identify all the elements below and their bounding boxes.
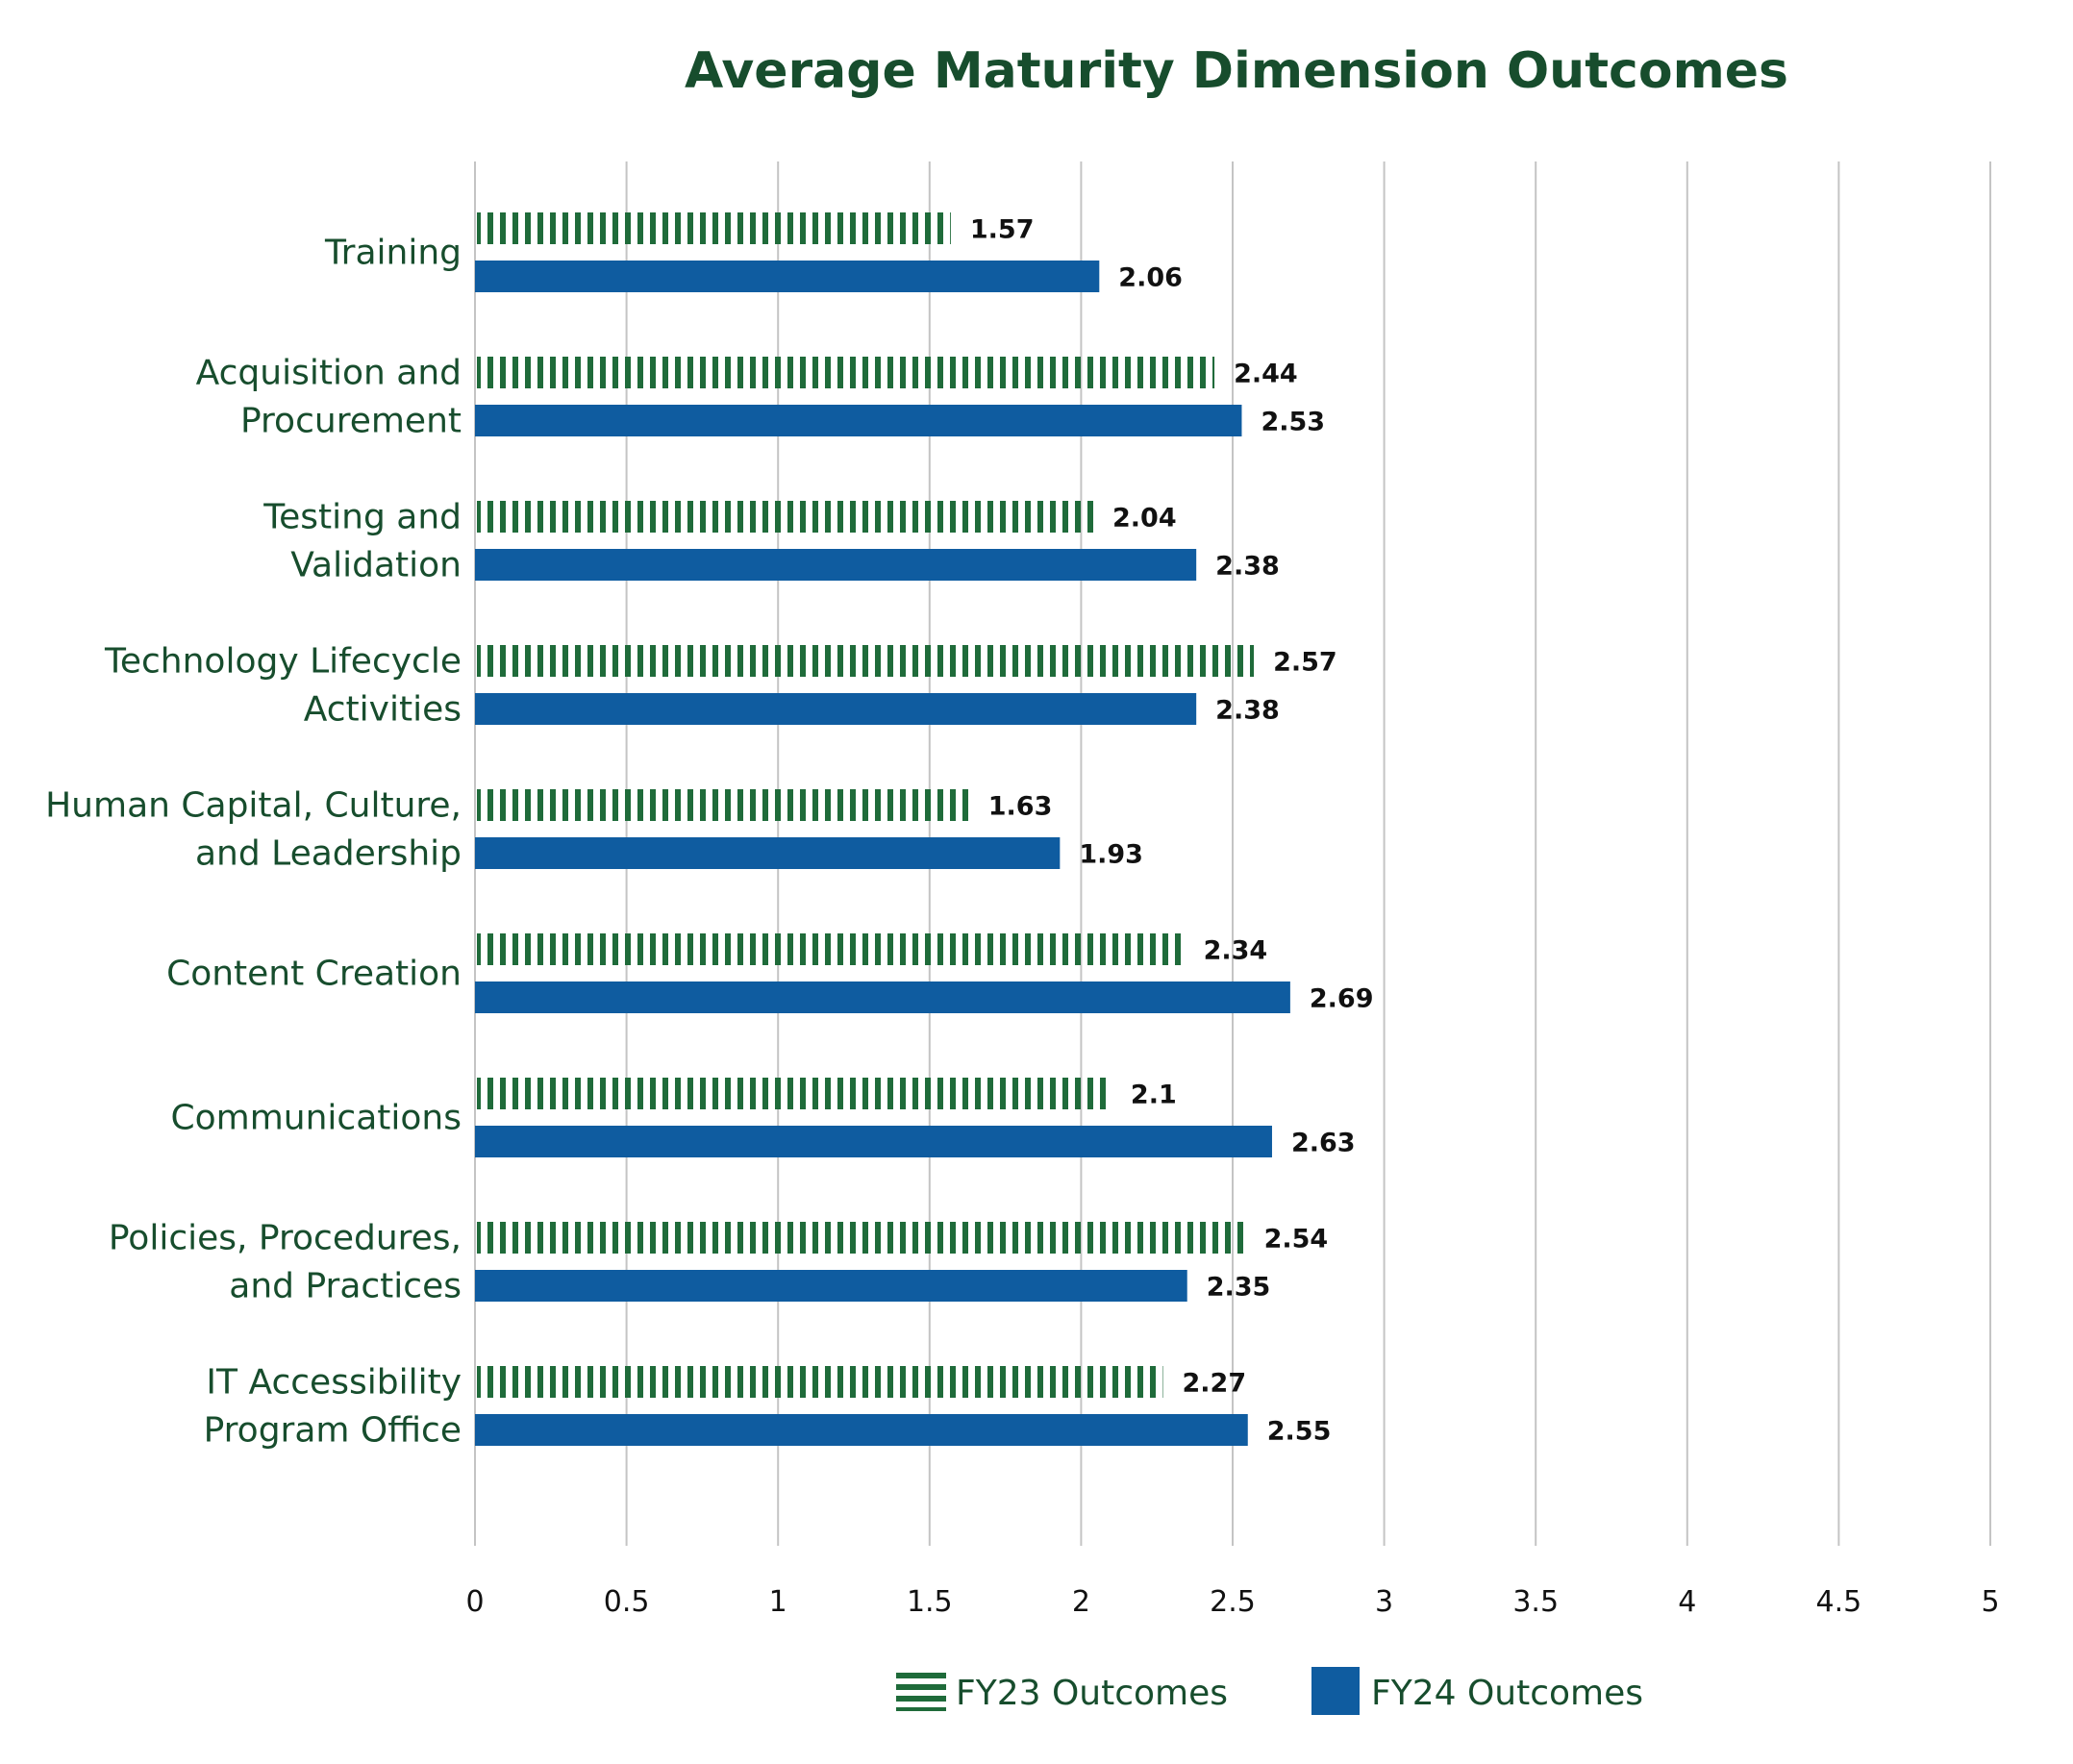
category-label: Testing and [262,498,462,537]
bar-fy23 [477,933,1185,965]
bar-fy23 [477,1366,1163,1398]
value-label-fy23: 1.57 [970,215,1035,245]
value-label-fy23: 2.1 [1131,1081,1177,1110]
value-label-fy24: 2.63 [1291,1129,1356,1158]
x-tick-label: 3 [1375,1585,1393,1619]
value-labels: 1.57 2.06 2.44 2.53 2.04 2.38 2.57 2.38 1.63 1.93… [970,215,1374,1447]
legend-swatch-fy24 [1311,1667,1360,1715]
category-labels: Training Acquisition and Procurement Testin… [45,234,462,1451]
bar-fy23 [477,1222,1245,1254]
category-label: Human Capital, Culture, [45,786,462,826]
value-label-fy23: 2.27 [1183,1369,1247,1399]
x-tick-label: 3.5 [1512,1585,1559,1619]
chart-title: Average Maturity Dimension Outcomes [684,42,1789,100]
legend-swatch-fy23 [896,1673,946,1711]
category-label: Acquisition and [196,354,462,393]
value-label-fy24: 2.69 [1310,984,1374,1014]
category-label: Technology Lifecycle [104,642,462,682]
category-label: Procurement [240,402,462,441]
bar-fy24 [475,405,1242,436]
x-tick-label: 1 [769,1585,787,1619]
bar-fy24 [475,1270,1187,1302]
value-label-fy23: 2.34 [1204,936,1268,966]
bar-fy24 [475,837,1061,869]
value-label-fy23: 2.44 [1234,360,1298,389]
category-label: and Practices [229,1267,462,1306]
value-label-fy24: 1.93 [1079,840,1143,870]
bar-fy24 [475,549,1197,581]
x-tick-label: 4 [1678,1585,1696,1619]
category-label: Content Creation [166,955,462,994]
x-tick-label: 1.5 [907,1585,953,1619]
category-label: Training [324,234,462,273]
x-tick-label: 0.5 [604,1585,650,1619]
legend-label-fy23: FY23 Outcomes [956,1674,1228,1713]
value-label-fy23: 2.54 [1264,1225,1329,1255]
category-label: Program Office [204,1411,462,1451]
value-label-fy24: 2.38 [1215,696,1280,726]
value-label-fy24: 2.53 [1261,408,1325,437]
category-label: Validation [290,546,462,585]
category-label: Policies, Procedures, [109,1219,462,1258]
category-label: IT Accessibility [206,1363,462,1403]
bar-fy23 [477,645,1255,677]
x-tick-label: 2.5 [1210,1585,1256,1619]
bars [475,212,1290,1446]
x-tick-label: 0 [465,1585,484,1619]
bar-fy23 [477,357,1215,388]
legend: FY23 Outcomes FY24 Outcomes [896,1667,1643,1715]
bar-fy23 [477,1078,1111,1109]
bar-fy24 [475,1126,1272,1157]
value-label-fy23: 2.57 [1273,648,1337,678]
bar-fy24 [475,693,1197,725]
x-tick-label: 5 [1981,1585,1999,1619]
x-axis-ticks: 0 0.5 1 1.5 2 2.5 3 3.5 4 4.5 5 [465,1585,1999,1619]
value-label-fy24: 2.35 [1207,1273,1271,1303]
bar-fy23 [477,501,1094,533]
bar-fy23 [477,789,969,821]
bar-fy23 [477,212,951,244]
bar-fy24 [475,261,1100,292]
value-label-fy24: 2.06 [1118,263,1183,293]
bar-fy24 [475,1414,1248,1446]
value-label-fy24: 2.38 [1215,552,1280,582]
bar-fy24 [475,981,1290,1013]
legend-item-fy23: FY23 Outcomes [896,1673,1228,1713]
category-label: and Leadership [195,834,462,874]
legend-label-fy24: FY24 Outcomes [1371,1674,1643,1713]
x-tick-label: 2 [1072,1585,1090,1619]
category-label: Communications [170,1099,462,1138]
legend-item-fy24: FY24 Outcomes [1311,1667,1643,1715]
category-label: Activities [304,690,462,730]
value-label-fy24: 2.55 [1267,1417,1332,1447]
x-tick-label: 4.5 [1816,1585,1862,1619]
value-label-fy23: 2.04 [1112,504,1177,534]
value-label-fy23: 1.63 [988,792,1053,822]
